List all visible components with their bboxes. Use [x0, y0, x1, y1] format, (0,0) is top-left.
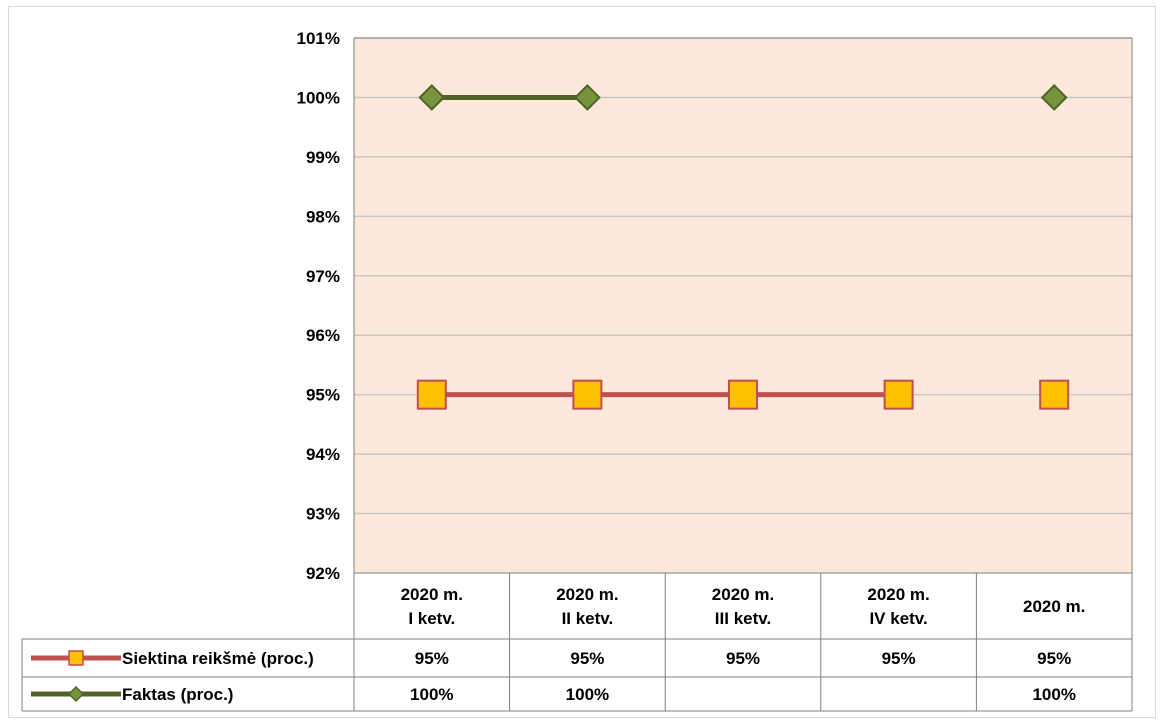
y-tick-label: 94%: [306, 445, 340, 464]
category-label: 2020 m. III ketv.: [712, 585, 774, 628]
y-tick-label: 99%: [306, 148, 340, 167]
chart-frame: Siektina reikšmė (proc.) 95% 95% 95% 95% 95% F…: [8, 6, 1156, 718]
y-tick-label: 98%: [306, 207, 340, 226]
category-label: 2020 m. IV ketv.: [867, 585, 929, 628]
legend-key-marker: [67, 685, 85, 703]
data-point: [416, 379, 447, 410]
y-tick-label: 95%: [306, 386, 340, 405]
category-label: 2020 m.: [1023, 597, 1085, 616]
data-point: [573, 84, 601, 111]
y-tick-label: 101%: [297, 29, 340, 48]
data-label: 95%: [882, 649, 916, 668]
line-chart: Siektina reikšmė (proc.) 95% 95% 95% 95% 95% F…: [21, 29, 1133, 712]
legend-label: Siektina reikšmė (proc.): [122, 649, 314, 668]
legend-label: Faktas (proc.): [122, 685, 233, 704]
data-label: 95%: [570, 649, 604, 668]
plot-area: [354, 38, 1132, 573]
data-label: 95%: [726, 649, 760, 668]
data-point: [1039, 379, 1070, 410]
y-tick-label: 97%: [306, 267, 340, 286]
data-label: 100%: [1032, 685, 1075, 704]
data-label: 95%: [1037, 649, 1071, 668]
data-label: 95%: [415, 649, 449, 668]
y-tick-label: 96%: [306, 326, 340, 345]
category-label: 2020 m. II ketv.: [556, 585, 618, 628]
legend-key-marker: [68, 650, 84, 666]
y-tick-label: 100%: [297, 88, 340, 107]
y-tick-label: 93%: [306, 505, 340, 524]
data-point: [418, 84, 446, 111]
data-point: [1040, 84, 1068, 111]
data-point: [728, 379, 758, 410]
category-label: 2020 m. I ketv.: [401, 585, 463, 628]
data-point: [572, 379, 603, 410]
data-label: 100%: [566, 685, 609, 704]
data-label: 100%: [410, 685, 453, 704]
data-point: [883, 379, 914, 410]
y-tick-label: 92%: [306, 564, 340, 583]
